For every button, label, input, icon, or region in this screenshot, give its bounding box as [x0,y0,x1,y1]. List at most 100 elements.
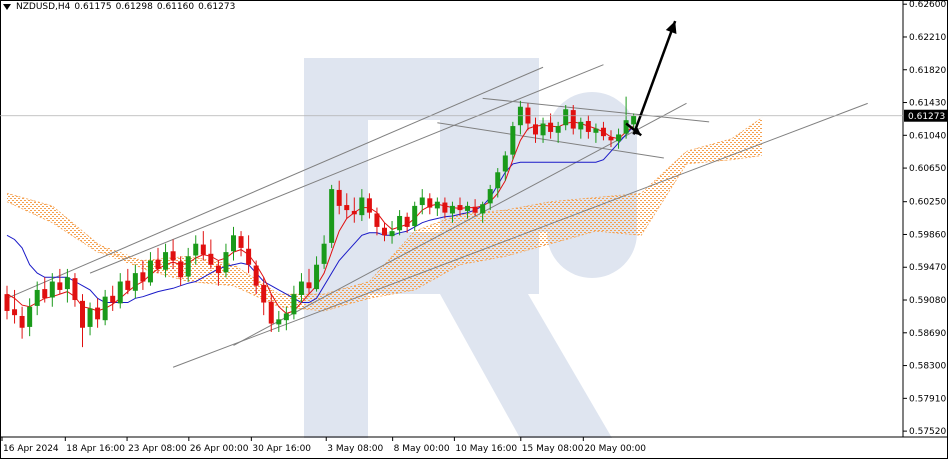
candle-body [578,121,584,130]
ohlc-low: 0.61160 [156,2,195,12]
tenkan-sen [6,121,634,315]
candle-body [616,134,622,142]
candle-body [140,272,146,282]
candle-body [382,227,387,236]
candle-body [555,126,561,133]
price-tick-label: 0.59860 [909,230,946,240]
candle-body [117,281,123,304]
candle-body [298,281,304,295]
time-tick-label: 10 May 16:00 [455,444,517,454]
candle-body [64,277,70,290]
price-tick-label: 0.61040 [909,131,946,141]
price-tick-label: 0.59470 [909,263,946,273]
candle-body [19,315,25,328]
channel-line [6,66,544,299]
forecast-arrow-head [665,21,677,34]
candle-body [12,309,18,316]
forecast-arrow-head [632,127,642,136]
candle-body [49,281,55,298]
time-axis: 16 Apr 2024 18 Apr 16:00 23 Apr 08:00 26 Ap… [1,437,646,454]
candle-body [600,127,606,137]
candle-body [283,313,289,321]
price-tick-label: 0.62210 [909,33,946,43]
symbol-header: NZDUSD,H4 0.61175 0.61298 0.61160 0.6127… [3,2,235,12]
candle-body [72,278,78,301]
candle-body [42,289,48,299]
candle-body [533,124,538,135]
candle-body [465,205,471,211]
price-tick-label: 0.60250 [909,198,946,208]
price-axis: 0.62600 0.62210 0.61820 0.61430 0.61040 0.606… [903,0,946,437]
time-tick-label: 8 May 00:00 [394,444,450,454]
channel-line [437,122,664,159]
candle-body [155,259,161,269]
candle-body [125,280,131,290]
time-tick-label: 20 May 00:00 [584,444,646,454]
candle-body [34,289,40,306]
candle-body [246,248,252,265]
candle-body [563,109,569,126]
candle-body [306,282,312,289]
candle-body [548,122,554,132]
candle-body [110,295,116,303]
candle-body [359,197,365,216]
candle-body [253,265,259,286]
triangle-down-icon [3,4,11,10]
candle-body [185,256,191,277]
channel-line [172,102,868,368]
price-tick-label: 0.57910 [909,394,946,404]
candle-body [480,204,486,214]
price-tick-label: 0.57520 [909,427,946,437]
price-tick-label: 0.58690 [909,329,946,339]
candle-body [495,172,501,189]
candle-body [623,120,629,134]
candle-body [510,126,516,155]
time-tick-label: 18 Apr 16:00 [66,444,125,454]
senkou-span-b [6,155,763,312]
candle-body [585,121,591,132]
price-tick-label: 0.58300 [909,362,946,372]
candle-body [223,252,229,273]
candle-body [178,261,184,278]
candle-body [336,189,342,206]
channel-line [89,64,604,274]
time-tick-label: 30 Apr 16:00 [252,444,311,454]
candle-body [4,294,10,311]
candle-body [329,189,335,243]
candle-body [95,307,101,320]
current-price-label: 0.61273 [908,112,945,122]
candle-body [80,300,85,328]
time-tick-label: 3 May 08:00 [327,444,383,454]
candle-body [314,264,320,290]
price-tick-label: 0.61430 [909,99,946,109]
time-tick-label: 23 Apr 08:00 [128,444,187,454]
candle-body [193,243,199,256]
candle-body [163,252,169,270]
watermark-cutout [368,120,440,232]
candle-body [132,273,138,291]
candle-body [291,294,297,315]
candle-body [27,306,33,327]
candle-body [231,235,236,252]
price-tick-label: 0.59080 [909,296,946,306]
candle-body [457,205,463,211]
candle-body [321,243,327,264]
candle-body [412,205,418,227]
candle-body [215,265,221,274]
candle-body [57,282,63,290]
current-price-marker: 0.61273 [0,109,948,122]
candle-body [397,215,403,231]
candle-body [593,128,599,133]
time-tick-label: 15 May 08:00 [522,444,584,454]
candle-body [427,198,433,208]
candle-body [366,198,372,213]
candle-body [404,216,410,227]
candle-body [268,301,274,324]
price-tick-label: 0.61820 [909,66,946,76]
candle-body [570,110,576,129]
candle-body [419,197,425,206]
candle-body [208,253,214,265]
current-price-box [904,109,948,122]
